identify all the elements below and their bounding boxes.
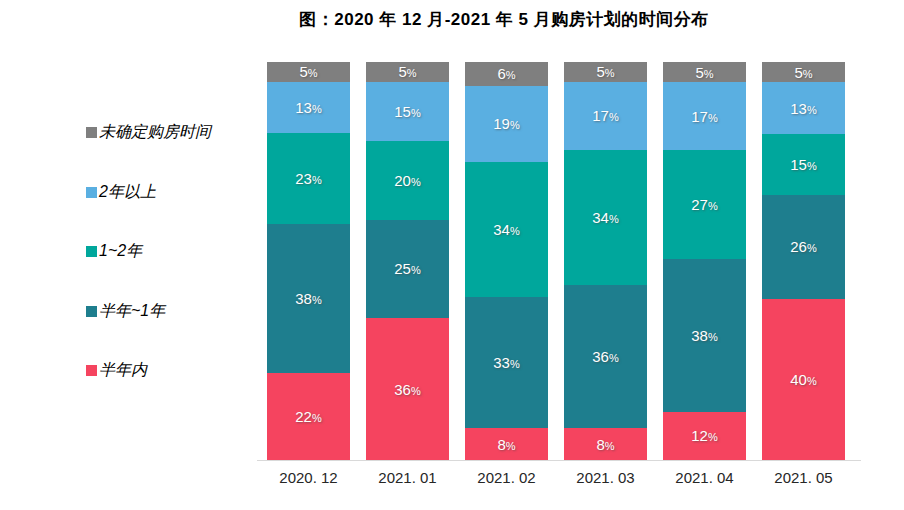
segment-value-label: 33%: [493, 355, 519, 370]
bar-segment: 17%: [663, 82, 746, 150]
bar-segment: 17%: [564, 82, 647, 150]
segment-value-label: 15%: [394, 104, 420, 119]
segment-value-label: 19%: [493, 116, 519, 131]
legend-item-1-2-years: 1~2年: [86, 241, 142, 262]
segment-value-label: 5%: [299, 64, 317, 79]
segment-value-label: 34%: [592, 210, 618, 225]
segment-value-label: 5%: [695, 65, 713, 80]
bar-segment: 19%: [465, 86, 548, 162]
x-axis-label: 2020. 12: [267, 469, 350, 486]
bar-segment: 38%: [663, 259, 746, 412]
bar-segment: 27%: [663, 150, 746, 259]
bar-segment: 26%: [762, 195, 845, 300]
segment-value-label: 13%: [790, 101, 816, 116]
segment-value-label: 17%: [592, 108, 618, 123]
bar-column: 22% 38% 23% 13% 5%: [267, 62, 350, 460]
bar-segment: 5%: [663, 62, 746, 82]
bar-segment: 36%: [564, 285, 647, 428]
x-axis-label: 2021. 05: [762, 469, 845, 486]
segment-value-label: 36%: [592, 349, 618, 364]
segment-value-label: 5%: [794, 65, 812, 80]
bar-segment: 15%: [762, 134, 845, 194]
bar-column: 8% 33% 34% 19% 6%: [465, 62, 548, 460]
segment-value-label: 38%: [691, 328, 717, 343]
bar-segment: 34%: [564, 150, 647, 285]
plot-area: 22%38%23%13%5%2020. 1236%25%20%15%5%2021…: [267, 62, 845, 460]
segment-value-label: 36%: [394, 382, 420, 397]
segment-value-label: 8%: [497, 437, 515, 452]
segment-value-label: 23%: [295, 171, 321, 186]
segment-value-label: 13%: [295, 100, 321, 115]
bar-segment: 5%: [564, 62, 647, 82]
bar-segment: 20%: [366, 141, 449, 220]
bar-segment: 33%: [465, 297, 548, 428]
bar-segment: 38%: [267, 224, 350, 374]
segment-value-label: 6%: [497, 66, 515, 81]
legend-label: 1~2年: [99, 241, 142, 262]
bar-segment: 8%: [465, 428, 548, 460]
legend-label: 未确定购房时间: [99, 122, 211, 143]
bar-column: 36% 25% 20% 15% 5%: [366, 62, 449, 460]
segment-value-label: 26%: [790, 239, 816, 254]
segment-value-label: 38%: [295, 291, 321, 306]
bar-segment: 13%: [267, 82, 350, 133]
bar-column: 40% 26% 15% 13% 5%: [762, 62, 845, 460]
bar-segment: 40%: [762, 299, 845, 460]
segment-value-label: 17%: [691, 109, 717, 124]
legend-label: 半年~1年: [99, 301, 165, 322]
bar-segment: 12%: [663, 412, 746, 460]
bar-segment: 34%: [465, 162, 548, 297]
x-axis-line: [257, 460, 861, 461]
segment-value-label: 40%: [790, 372, 816, 387]
legend-swatch-teal-icon: [86, 246, 97, 257]
segment-value-label: 5%: [398, 64, 416, 79]
legend-item-within-halfyear: 半年内: [86, 360, 147, 381]
x-axis-label: 2021. 04: [663, 469, 746, 486]
bar-segment: 6%: [465, 62, 548, 86]
chart-figure: 图：2020 年 12 月-2021 年 5 月购房计划的时间分布 未确定购房时…: [0, 0, 904, 510]
bar-segment: 13%: [762, 82, 845, 134]
chart-legend: 未确定购房时间 2年以上 1~2年 半年~1年 半年内: [86, 0, 266, 510]
legend-label: 半年内: [99, 360, 147, 381]
bar-segment: 5%: [762, 62, 845, 82]
x-axis-label: 2021. 01: [366, 469, 449, 486]
legend-swatch-lightblue-icon: [86, 187, 97, 198]
bar-segment: 22%: [267, 373, 350, 460]
segment-value-label: 15%: [790, 157, 816, 172]
bar-segment: 25%: [366, 220, 449, 319]
segment-value-label: 8%: [596, 437, 614, 452]
segment-value-label: 5%: [596, 64, 614, 79]
bar-segment: 5%: [267, 62, 350, 82]
segment-value-label: 27%: [691, 197, 717, 212]
bar-segment: 36%: [366, 318, 449, 460]
legend-swatch-red-icon: [86, 365, 97, 376]
x-axis-label: 2021. 02: [465, 469, 548, 486]
legend-swatch-darkteal-icon: [86, 306, 97, 317]
bar-column: 8% 36% 34% 17% 5%: [564, 62, 647, 460]
bar-segment: 5%: [366, 62, 449, 82]
x-axis-label: 2021. 03: [564, 469, 647, 486]
segment-value-label: 20%: [394, 173, 420, 188]
legend-label: 2年以上: [99, 182, 156, 203]
legend-item-undetermined: 未确定购房时间: [86, 122, 211, 143]
segment-value-label: 25%: [394, 261, 420, 276]
segment-value-label: 12%: [691, 428, 717, 443]
legend-item-halfyear-1year: 半年~1年: [86, 301, 165, 322]
segment-value-label: 22%: [295, 409, 321, 424]
legend-item-over-2-years: 2年以上: [86, 182, 156, 203]
bar-segment: 15%: [366, 82, 449, 141]
legend-swatch-gray-icon: [86, 127, 97, 138]
bar-segment: 23%: [267, 133, 350, 224]
bar-column: 12% 38% 27% 17% 5%: [663, 62, 746, 460]
segment-value-label: 34%: [493, 222, 519, 237]
bar-segment: 8%: [564, 428, 647, 460]
